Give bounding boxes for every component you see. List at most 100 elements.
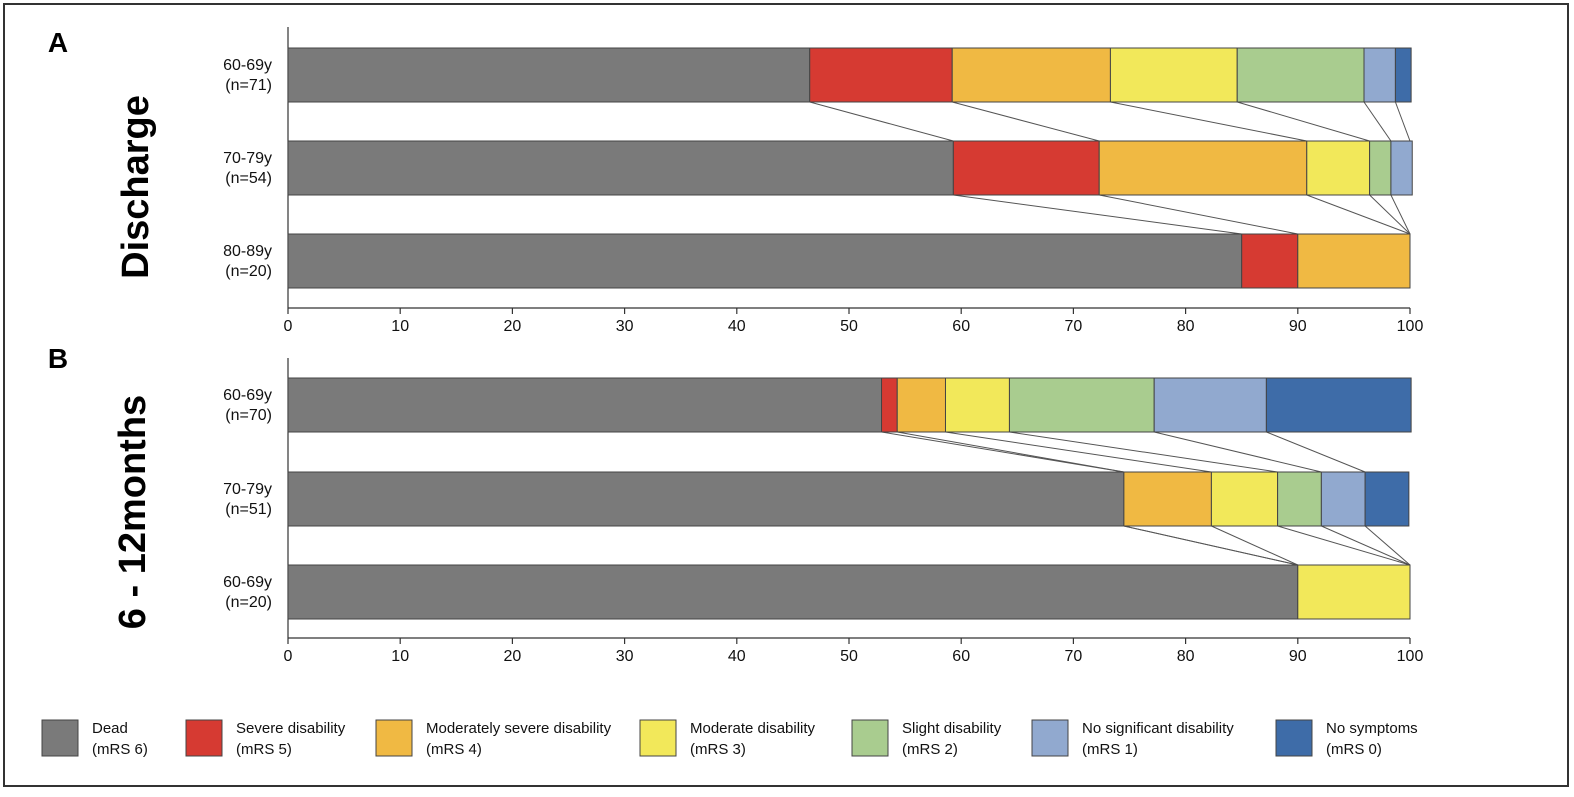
- x-tick-label: 100: [1397, 648, 1424, 665]
- legend-label: Moderate disability: [690, 720, 816, 737]
- connector-line: [1306, 194, 1411, 235]
- row-label-n: (n=71): [225, 77, 272, 94]
- row-label: 80-89y: [223, 243, 272, 260]
- x-tick-label: 50: [840, 648, 858, 665]
- connector-line: [1321, 525, 1411, 566]
- panel-title: Discharge: [115, 95, 157, 279]
- legend-swatch: [851, 719, 889, 757]
- bar-segment: [1306, 140, 1371, 196]
- bar-segment: [1277, 471, 1322, 527]
- legend-sublabel: (mRS 3): [690, 741, 746, 758]
- row-label-n: (n=51): [225, 501, 272, 518]
- connector-line: [897, 431, 1124, 473]
- bar-segment: [1390, 140, 1413, 196]
- legend-label: No symptoms: [1326, 720, 1418, 737]
- x-tick-label: 90: [1289, 648, 1307, 665]
- x-tick-label: 0: [284, 648, 293, 665]
- x-tick-label: 20: [504, 318, 522, 335]
- bar-segment: [287, 377, 883, 433]
- legend-swatch: [1275, 719, 1313, 757]
- x-tick-label: 80: [1177, 318, 1195, 335]
- connector-line: [952, 101, 1100, 142]
- row-label: 70-79y: [223, 150, 272, 167]
- row-label-n: (n=20): [225, 594, 272, 611]
- row-label: 60-69y: [223, 387, 272, 404]
- bar-segment: [287, 233, 1243, 289]
- bar-segment: [896, 377, 946, 433]
- legend-label: Moderately severe disability: [426, 720, 612, 737]
- connector-line: [809, 101, 954, 142]
- figure-border: [3, 3, 1569, 787]
- legend-sublabel: (mRS 0): [1326, 741, 1382, 758]
- bar-segment: [1363, 47, 1396, 103]
- legend-sublabel: (mRS 4): [426, 741, 482, 758]
- bar-segment: [809, 47, 953, 103]
- bar-segment: [1123, 471, 1212, 527]
- x-tick-label: 80: [1177, 648, 1195, 665]
- x-tick-label: 90: [1289, 318, 1307, 335]
- x-tick-label: 30: [616, 318, 634, 335]
- x-tick-label: 100: [1397, 318, 1424, 335]
- x-tick-label: 60: [952, 318, 970, 335]
- connector-line: [1009, 431, 1278, 473]
- row-label-n: (n=70): [225, 407, 272, 424]
- connector-line: [953, 194, 1242, 235]
- connector-line: [1394, 101, 1411, 142]
- connector-line: [945, 431, 1212, 473]
- connector-line: [1211, 525, 1299, 566]
- connector-line: [1390, 194, 1411, 235]
- bar-segment: [287, 47, 811, 103]
- panel-title: 6 - 12months: [112, 395, 154, 629]
- bar-segment: [1369, 140, 1392, 196]
- bar-segment: [1297, 233, 1411, 289]
- row-label: 70-79y: [223, 481, 272, 498]
- bar-segment: [952, 140, 1100, 196]
- connector-line: [1364, 525, 1411, 566]
- bar-segment: [1008, 377, 1155, 433]
- bar-segment: [944, 377, 1010, 433]
- connector-line: [1266, 431, 1366, 473]
- x-tick-label: 0: [284, 318, 293, 335]
- bar-segment: [1265, 377, 1412, 433]
- bar-segment: [287, 140, 954, 196]
- x-tick-label: 20: [504, 648, 522, 665]
- connector-line: [1154, 431, 1322, 473]
- bar-segment: [1153, 377, 1267, 433]
- legend-swatch: [41, 719, 79, 757]
- bar-segment: [1241, 233, 1299, 289]
- legend-label: Dead: [92, 720, 128, 737]
- x-tick-label: 10: [391, 318, 409, 335]
- bar-segment: [287, 564, 1299, 620]
- connector-line: [1123, 525, 1298, 566]
- bar-segment: [287, 471, 1125, 527]
- bar-segment: [1109, 47, 1238, 103]
- legend-sublabel: (mRS 6): [92, 741, 148, 758]
- legend-label: Slight disability: [902, 720, 1002, 737]
- legend-swatch: [185, 719, 223, 757]
- x-tick-label: 30: [616, 648, 634, 665]
- x-tick-label: 40: [728, 648, 746, 665]
- connector-line: [1099, 194, 1298, 235]
- x-tick-label: 60: [952, 648, 970, 665]
- row-label: 60-69y: [223, 57, 272, 74]
- legend-sublabel: (mRS 2): [902, 741, 958, 758]
- row-label-n: (n=54): [225, 170, 272, 187]
- legend-swatch: [639, 719, 677, 757]
- x-tick-label: 50: [840, 318, 858, 335]
- connector-line: [1277, 525, 1411, 566]
- legend-swatch: [375, 719, 413, 757]
- legend-label: Severe disability: [236, 720, 346, 737]
- connector-line: [1369, 194, 1411, 235]
- connector-line: [1363, 101, 1392, 142]
- x-tick-label: 70: [1065, 648, 1083, 665]
- bar-segment: [951, 47, 1111, 103]
- row-label: 60-69y: [223, 574, 272, 591]
- bar-segment: [881, 377, 898, 433]
- panel-letter-B: B: [48, 343, 68, 374]
- bar-segment: [1364, 471, 1410, 527]
- bar-segment: [1320, 471, 1366, 527]
- bar-segment: [1210, 471, 1279, 527]
- bar-segment: [1098, 140, 1308, 196]
- bar-segment: [1236, 47, 1365, 103]
